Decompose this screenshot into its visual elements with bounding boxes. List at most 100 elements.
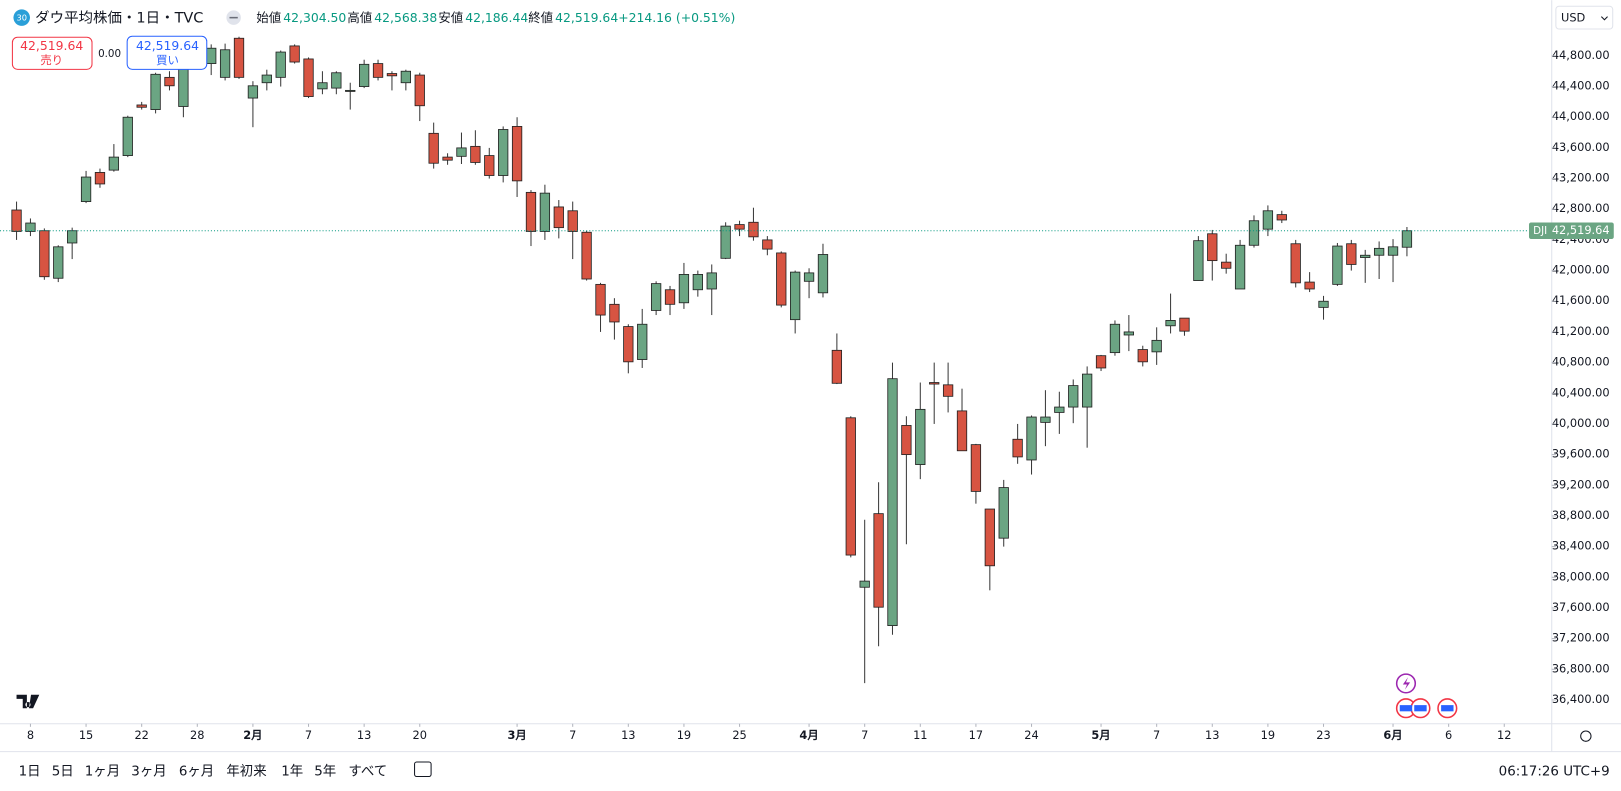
y-tick-label: 38,400.00: [1552, 539, 1610, 553]
candle-body: [345, 89, 356, 92]
settings-icon[interactable]: [1580, 730, 1592, 742]
candle-body: [553, 206, 564, 229]
candle-body: [790, 271, 801, 321]
range-button[interactable]: 1日: [19, 764, 41, 779]
calendar-icon[interactable]: [414, 761, 432, 777]
candle-body: [942, 384, 954, 397]
candle-body: [637, 323, 648, 360]
x-tick-label: 22: [134, 728, 148, 742]
candle-body: [470, 145, 481, 163]
range-button[interactable]: すべて: [348, 763, 387, 779]
last-price-label: 42,519.64: [1552, 223, 1610, 237]
legend-low: 42,186.44: [465, 10, 528, 25]
candle-body: [1401, 230, 1413, 248]
range-button[interactable]: 1ヶ月: [85, 764, 120, 779]
candle-body: [428, 132, 439, 164]
chevron: [1600, 16, 1608, 21]
candle-body: [1193, 240, 1204, 281]
candle-body: [511, 126, 523, 182]
candle-body: [498, 129, 509, 176]
candle-body: [720, 225, 731, 259]
badge-text: 30: [16, 13, 27, 23]
legend-open: 42,304.50: [283, 10, 346, 25]
candle-body: [1373, 247, 1385, 256]
y-tick-label: 41,600.00: [1552, 293, 1610, 307]
candle-body: [1095, 355, 1107, 369]
candle-body: [595, 283, 606, 316]
candle-body: [581, 231, 592, 280]
sell-button[interactable]: [11, 36, 93, 70]
y-tick-label: 40,400.00: [1552, 385, 1610, 399]
candle-body: [1068, 385, 1079, 408]
flag: [1414, 705, 1427, 712]
x-tick-label: 6: [1445, 728, 1452, 742]
candle-body: [762, 239, 773, 250]
range-button[interactable]: 5年: [314, 763, 336, 779]
x-tick-label: 12: [1497, 728, 1511, 742]
candle-body: [525, 191, 537, 232]
x-tick-label: 13: [1205, 728, 1219, 742]
range-button[interactable]: 3ヶ月: [131, 764, 166, 779]
candle-body: [150, 73, 161, 110]
candle-body: [623, 326, 634, 363]
y-tick-label: 43,200.00: [1552, 171, 1610, 185]
candle-body: [915, 408, 926, 465]
range-button[interactable]: 6ヶ月: [179, 764, 214, 779]
candle-body: [692, 274, 703, 291]
buy-price: 42,519.64: [136, 38, 199, 53]
candle-body: [1151, 339, 1162, 353]
candle-body: [650, 283, 662, 311]
x-tick-label: 28: [190, 728, 204, 742]
candle-body: [317, 82, 328, 90]
candle-body: [94, 172, 106, 185]
legend-low-label: 安値: [438, 10, 463, 25]
x-tick-label: 13: [621, 728, 635, 742]
y-tick-label: 40,000.00: [1552, 416, 1610, 430]
candle-body: [219, 49, 231, 78]
candle-body: [261, 74, 272, 84]
candle-body: [1026, 416, 1037, 461]
candle-body: [67, 230, 78, 244]
candle-body: [108, 156, 120, 171]
candle-body: [664, 289, 676, 305]
range-button[interactable]: 1年: [281, 763, 303, 779]
candle-body: [1248, 220, 1260, 246]
y-tick-label: 42,800.00: [1552, 201, 1610, 215]
candle-body: [1012, 438, 1023, 458]
candle-body: [887, 378, 898, 627]
legend-high: 42,568.38: [374, 10, 437, 25]
candle-body: [567, 210, 578, 232]
event-bolt: [1402, 677, 1411, 690]
candle-body: [247, 85, 259, 99]
candle-body: [372, 63, 384, 78]
x-tick-label: 23: [1316, 728, 1330, 742]
legend-high-label: 高値: [347, 10, 372, 25]
range-button[interactable]: 年初来: [226, 763, 266, 779]
candle-body: [1179, 317, 1190, 332]
candle-body: [386, 73, 398, 77]
candle-body: [1304, 281, 1315, 290]
buy-button[interactable]: [126, 35, 208, 70]
candle-body: [970, 444, 982, 492]
x-tick-label: 3月: [507, 728, 526, 742]
y-tick-label: 42,000.00: [1552, 263, 1610, 277]
y-tick-label: 36,400.00: [1552, 692, 1610, 706]
candle-body: [400, 70, 411, 84]
candle-body: [1318, 300, 1329, 308]
currency-select[interactable]: [1555, 5, 1614, 30]
candle-body: [748, 221, 759, 238]
candle-body: [39, 230, 50, 278]
x-tick-label: 19: [1261, 728, 1275, 742]
candle-body: [275, 51, 286, 78]
candle-body: [1054, 406, 1065, 413]
y-tick-label: 37,600.00: [1552, 600, 1610, 614]
range-button[interactable]: 5日: [52, 764, 74, 779]
candle-body: [233, 37, 245, 78]
symbol-title[interactable]: ダウ平均株価・1日・TVC: [35, 10, 203, 27]
candle-body: [1207, 233, 1218, 262]
candle-body: [359, 63, 370, 87]
buy-label: 買い: [156, 53, 179, 67]
x-tick-label: 5月: [1091, 728, 1110, 742]
